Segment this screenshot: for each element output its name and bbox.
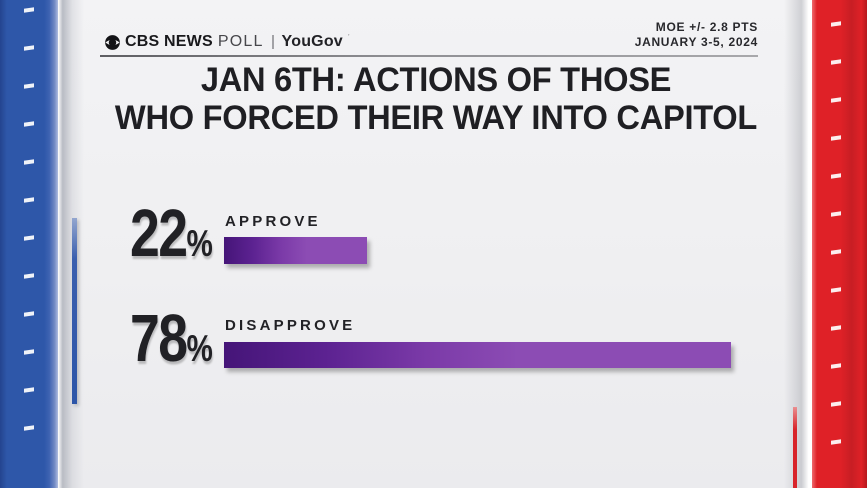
disapprove-bar <box>224 342 731 368</box>
card-left-edge-shadow <box>58 0 84 488</box>
poll-meta: MOE +/- 2.8 PTS JANUARY 3-5, 2024 <box>635 20 758 50</box>
disapprove-label: DISAPPROVE <box>225 317 356 334</box>
disapprove-percent-sign: % <box>186 328 212 369</box>
header-divider-line <box>100 55 758 57</box>
left-blue-stripe <box>0 0 58 488</box>
approve-label: APPROVE <box>225 213 321 230</box>
red-accent-line <box>793 407 797 488</box>
left-stripe-tick-marks <box>24 0 34 488</box>
poll-dates: JANUARY 3-5, 2024 <box>634 35 758 49</box>
right-red-stripe <box>812 0 867 488</box>
approve-number: 22 <box>130 196 188 271</box>
disapprove-number: 78 <box>130 301 188 376</box>
brand-cbs-news: CBS NEWS <box>125 33 213 50</box>
yougov-trademark: ’ <box>347 33 350 42</box>
card-right-edge-shadow <box>784 0 812 488</box>
page-title: JAN 6TH: ACTIONS OF THOSE WHO FORCED THE… <box>75 61 797 137</box>
blue-accent-line <box>72 218 77 404</box>
margin-of-error: MOE +/- 2.8 PTS <box>655 20 758 34</box>
brand-lockup: CBS NEWS POLL YouGov ’ <box>105 32 350 52</box>
approve-percent-sign: % <box>186 223 212 264</box>
brand-yougov: YouGov <box>281 33 343 50</box>
disapprove-value: 78% <box>119 305 213 372</box>
approve-value: 22% <box>119 200 213 267</box>
approve-bar <box>224 237 367 264</box>
brand-divider <box>271 35 274 49</box>
right-stripe-tick-marks <box>831 0 841 488</box>
cbs-eye-icon <box>105 34 120 50</box>
title-line-1: JAN 6TH: ACTIONS OF THOSE <box>200 61 672 99</box>
title-line-2: WHO FORCED THEIR WAY INTO CAPITOL <box>114 99 758 137</box>
brand-poll: POLL <box>217 33 264 50</box>
